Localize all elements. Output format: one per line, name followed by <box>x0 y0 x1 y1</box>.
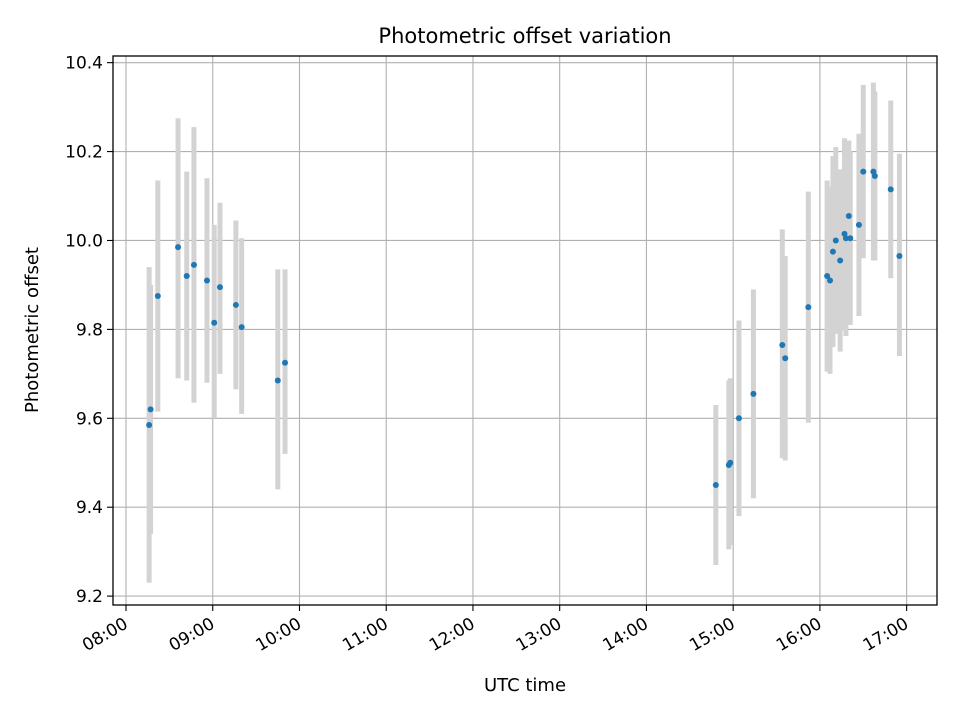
data-point <box>211 319 218 326</box>
data-point <box>824 273 831 280</box>
data-point <box>779 341 786 348</box>
data-point <box>855 221 862 228</box>
data-point <box>727 459 734 466</box>
data-point <box>712 481 719 488</box>
data-point <box>154 293 161 300</box>
data-point <box>837 257 844 264</box>
data-point <box>216 284 223 291</box>
data-point <box>274 377 281 384</box>
data-point <box>146 421 153 428</box>
plot-frame <box>112 55 938 606</box>
data-point <box>203 277 210 284</box>
data-point <box>860 168 867 175</box>
data-point <box>282 359 289 366</box>
x-axis-title: UTC time <box>484 675 566 696</box>
data-point <box>183 273 190 280</box>
chart-title: Photometric offset variation <box>378 24 671 48</box>
y-tick-label: 9.8 <box>76 320 103 340</box>
y-tick-label: 10.0 <box>65 231 103 251</box>
data-point <box>175 244 182 251</box>
data-point <box>147 406 154 413</box>
data-point <box>735 415 742 422</box>
data-point <box>845 213 852 220</box>
data-point <box>842 235 849 242</box>
data-point <box>871 173 878 180</box>
grid <box>113 56 937 605</box>
data-point <box>829 248 836 255</box>
data-point <box>832 237 839 244</box>
y-tick-label: 10.4 <box>65 54 103 74</box>
data-point <box>887 186 894 193</box>
data-point <box>827 277 834 284</box>
data-point <box>238 324 245 331</box>
y-tick-label: 9.2 <box>76 587 103 607</box>
data-point <box>847 235 854 242</box>
y-tick-label: 9.6 <box>76 409 103 429</box>
y-axis-title: Photometric offset <box>22 247 43 413</box>
y-tick-label: 9.4 <box>76 498 103 518</box>
data-point <box>805 304 812 311</box>
data-points <box>146 168 903 488</box>
data-point <box>190 261 197 268</box>
data-point <box>896 253 903 260</box>
data-point <box>782 355 789 362</box>
data-point <box>750 390 757 397</box>
data-point <box>232 301 239 308</box>
y-tick-label: 10.2 <box>65 143 103 163</box>
y-axis: 9.2 9.4 9.6 9.8 10.0 10.2 10.4 <box>65 54 113 607</box>
